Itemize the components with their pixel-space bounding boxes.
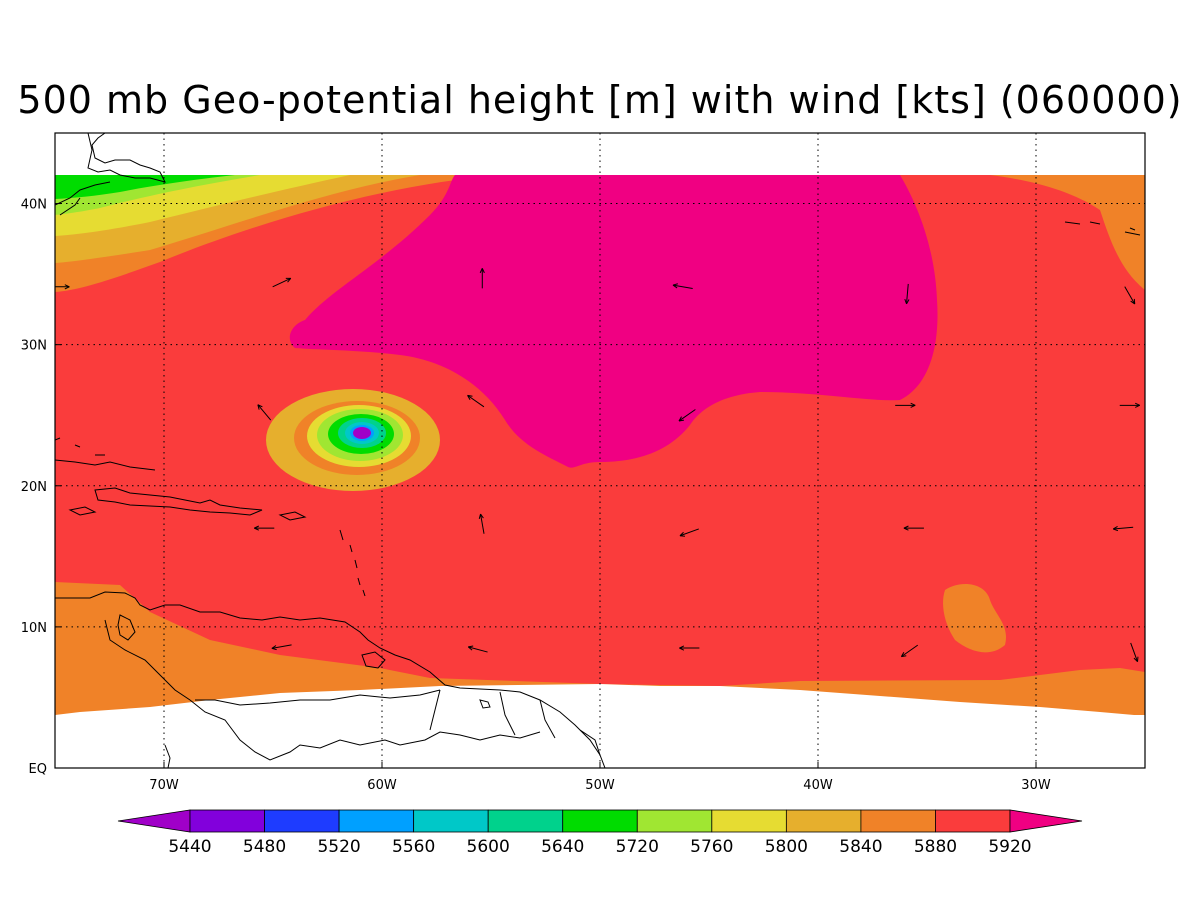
coast-south-america bbox=[55, 591, 606, 768]
wind-arrow bbox=[679, 528, 699, 537]
colorbar-swatch bbox=[413, 809, 489, 833]
coast-jamaica bbox=[68, 506, 97, 516]
colorbar-swatch bbox=[935, 809, 1011, 833]
coast-puerto-rico bbox=[278, 511, 307, 521]
colorbar-under-arrow bbox=[117, 809, 191, 833]
wind-arrow bbox=[1130, 642, 1139, 663]
colorbar-level-label: 5480 bbox=[243, 837, 286, 857]
colorbar-level-label: 5800 bbox=[765, 837, 808, 857]
coast-guianas bbox=[429, 689, 556, 739]
lat-tick-label: 40N bbox=[21, 198, 47, 213]
wind-arrow bbox=[271, 644, 292, 651]
coast-lesser-antilles bbox=[339, 529, 366, 597]
band-5640-north bbox=[55, 175, 235, 199]
colorbar-level-label: 5440 bbox=[168, 837, 211, 857]
colorbar-swatch bbox=[189, 809, 265, 833]
low-center bbox=[353, 427, 371, 439]
colorbar-over-arrow bbox=[1009, 809, 1083, 833]
lon-tick-label: 30W bbox=[1021, 778, 1051, 793]
wind-arrow bbox=[672, 283, 693, 290]
wind-arrow bbox=[467, 394, 485, 408]
coast-cuba bbox=[55, 459, 156, 471]
colorbar-level-label: 5720 bbox=[616, 837, 659, 857]
colorbar-level-label: 5520 bbox=[317, 837, 360, 857]
coast-brazil-amazon bbox=[164, 729, 601, 768]
wind-arrow bbox=[678, 409, 696, 422]
colorbar-swatch bbox=[785, 809, 862, 833]
wind-arrow bbox=[478, 513, 485, 534]
band-5840-north bbox=[55, 175, 1145, 292]
coast-trinidad bbox=[361, 651, 386, 669]
colorbar-swatch bbox=[636, 809, 713, 833]
coast-bahamas bbox=[55, 437, 105, 456]
wind-arrow bbox=[272, 277, 292, 288]
wind-arrow bbox=[903, 525, 924, 531]
geopotential-field bbox=[55, 175, 1145, 768]
colorbar-level-label: 5880 bbox=[914, 837, 957, 857]
wind-arrow bbox=[55, 284, 70, 290]
coast-eastern-islands bbox=[1064, 221, 1141, 236]
colorbar-level-label: 5640 bbox=[541, 837, 584, 857]
colorbar-level-label: 5560 bbox=[392, 837, 435, 857]
wind-arrow bbox=[1124, 286, 1136, 305]
wind-arrow bbox=[254, 525, 275, 531]
colorbar-labels: 5440 5480 5520 5560 5600 5640 5720 5760 5800 5840… bbox=[168, 837, 1031, 857]
colorbar-swatch bbox=[487, 809, 564, 833]
band-5840-south bbox=[55, 582, 1145, 715]
coast-hispaniola bbox=[94, 487, 263, 516]
coast-new-york bbox=[55, 181, 111, 216]
wind-arrow bbox=[904, 283, 910, 305]
colorbar-swatch bbox=[711, 809, 787, 833]
coast-north-america bbox=[87, 133, 166, 183]
band-5840-patch bbox=[943, 584, 1007, 653]
map-title: 500 mb Geo-potential height [m] with win… bbox=[17, 78, 1183, 122]
lon-tick-label: 40W bbox=[803, 778, 833, 793]
coast-venezuela-interior bbox=[104, 619, 541, 761]
colorbar-level-label: 5760 bbox=[690, 837, 733, 857]
coastlines bbox=[55, 133, 1141, 768]
band-5920-high bbox=[289, 175, 938, 468]
lon-tick-label: 70W bbox=[149, 778, 179, 793]
colorbar-swatch bbox=[860, 809, 936, 833]
longitude-labels: 70W 60W 50W 40W 30W bbox=[149, 762, 1051, 793]
lat-tick-label: 30N bbox=[21, 339, 47, 354]
no-data-south bbox=[55, 684, 1145, 768]
lat-tick-label: EQ bbox=[29, 762, 47, 777]
wind-arrow bbox=[1112, 526, 1134, 532]
coast-maracaibo bbox=[117, 614, 136, 641]
wind-arrow bbox=[1119, 402, 1140, 408]
colorbar-level-label: 5840 bbox=[839, 837, 882, 857]
wind-arrow bbox=[895, 402, 916, 408]
colorbar bbox=[117, 809, 1083, 833]
lon-tick-label: 50W bbox=[585, 778, 615, 793]
wind-arrow bbox=[467, 645, 488, 653]
wind-arrow bbox=[900, 644, 919, 658]
colorbar-swatch bbox=[264, 809, 340, 833]
wind-arrow bbox=[257, 404, 272, 421]
graticule bbox=[55, 133, 1145, 768]
colorbar-swatch bbox=[562, 809, 638, 833]
lat-tick-label: 20N bbox=[21, 480, 47, 495]
colorbar-level-label: 5920 bbox=[988, 837, 1031, 857]
tropical-low bbox=[266, 389, 440, 491]
wind-arrow bbox=[679, 645, 700, 651]
colorbar-level-label: 5600 bbox=[467, 837, 510, 857]
wind-arrow bbox=[479, 268, 485, 289]
colorbar-swatch bbox=[338, 809, 415, 833]
lon-tick-label: 60W bbox=[367, 778, 397, 793]
latitude-labels: EQ 10N 20N 30N 40N bbox=[21, 198, 61, 777]
lat-tick-label: 10N bbox=[21, 621, 47, 636]
wind-arrows bbox=[55, 268, 1140, 663]
